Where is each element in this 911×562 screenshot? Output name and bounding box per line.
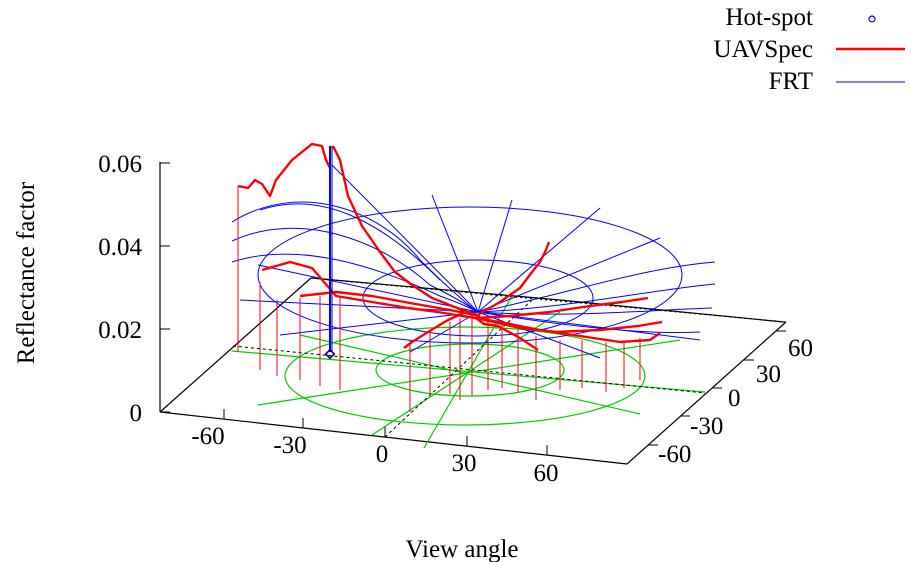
x-tick-label-0: -60 [191, 423, 224, 450]
frt-spoke-8 [409, 311, 479, 353]
uavspec-curve-7 [475, 316, 661, 344]
base-edge-right [626, 321, 787, 465]
x-tick-label-2: 0 [376, 441, 389, 468]
grid-ring-inner [375, 343, 565, 397]
uavspec-curve-6 [475, 296, 649, 320]
y-tick-label-4: 60 [788, 335, 813, 362]
x-tick-label-4: 60 [534, 460, 559, 487]
frt-ring-8 [477, 283, 716, 313]
frt-ring-6 [259, 203, 441, 281]
base-edge-back [159, 277, 312, 413]
uavspec-curves [237, 142, 663, 351]
x-tick-label-1: -30 [273, 432, 306, 459]
x-axis: -60 -30 0 30 60 View angle [191, 409, 559, 562]
hotspot-group [324, 146, 336, 360]
back-lines [310, 277, 785, 323]
legend: Hot-spot UAVSpec FRT [713, 4, 905, 95]
frt-spoke-2 [431, 194, 479, 313]
z-tick-label-0: 0 [130, 400, 143, 427]
frt-spoke-5 [477, 237, 661, 313]
grid-ring-outer [284, 326, 646, 426]
base-edge-left [159, 411, 628, 465]
frt-ring-9 [477, 307, 713, 315]
grid-spoke-2 [257, 339, 681, 406]
legend-label-uavspec: UAVSpec [713, 36, 813, 63]
uavspec-curve-2 [331, 145, 477, 317]
back-line-2 [559, 299, 785, 323]
y-tick-label-0: -60 [658, 441, 691, 468]
uavspec-curve-1 [237, 142, 332, 198]
uavspec-curve-10 [475, 317, 539, 351]
frt-spoke-7 [477, 311, 601, 359]
y-tick-label-1: -30 [690, 413, 723, 440]
center-dash-x [232, 345, 706, 394]
hotspot-marker [324, 348, 336, 360]
grid-spoke-5 [299, 334, 641, 415]
uavspec-curve-3 [261, 260, 477, 320]
back-line-1 [310, 277, 561, 301]
frt-spoke-11 [257, 264, 479, 313]
frt-mesh [231, 164, 716, 359]
frt-ring-3 [231, 201, 479, 313]
center-dashes [232, 299, 706, 438]
base-frame [159, 277, 787, 465]
uavspec-droplines [237, 186, 641, 412]
y-tick-label-2: 0 [728, 385, 741, 412]
frt-spoke-9 [279, 311, 479, 336]
frt-ring-4 [231, 227, 479, 313]
legend-label-hotspot: Hot-spot [726, 4, 814, 31]
z-tick-label-2: 0.04 [98, 234, 142, 261]
x-tick-label-3: 30 [452, 450, 477, 477]
y-tick-label-3: 30 [756, 361, 781, 388]
frt-ring-2 [362, 259, 594, 337]
y-axis-right: -60 -30 0 30 60 [648, 330, 813, 468]
frt-spoke-10 [239, 299, 479, 313]
x-axis-label: View angle [405, 536, 518, 562]
legend-label-frt: FRT [769, 68, 813, 95]
z-tick-label-1: 0.02 [98, 317, 142, 344]
legend-symbol-hotspot [868, 15, 876, 23]
frt-spoke-1 [331, 164, 479, 313]
uavspec-curve-5 [475, 241, 551, 318]
frt-ring-7 [477, 261, 716, 313]
z-axis: 0 0.02 0.04 0.06 Reflectance factor [13, 151, 170, 427]
uavspec-curve-8 [403, 310, 467, 349]
y-axis-label: Reflectance factor [13, 181, 40, 364]
uavspec-curve-9 [475, 316, 663, 334]
frt-ring-5 [231, 253, 479, 313]
z-tick-label-3: 0.06 [98, 151, 142, 178]
frt-ring-1 [257, 206, 683, 344]
